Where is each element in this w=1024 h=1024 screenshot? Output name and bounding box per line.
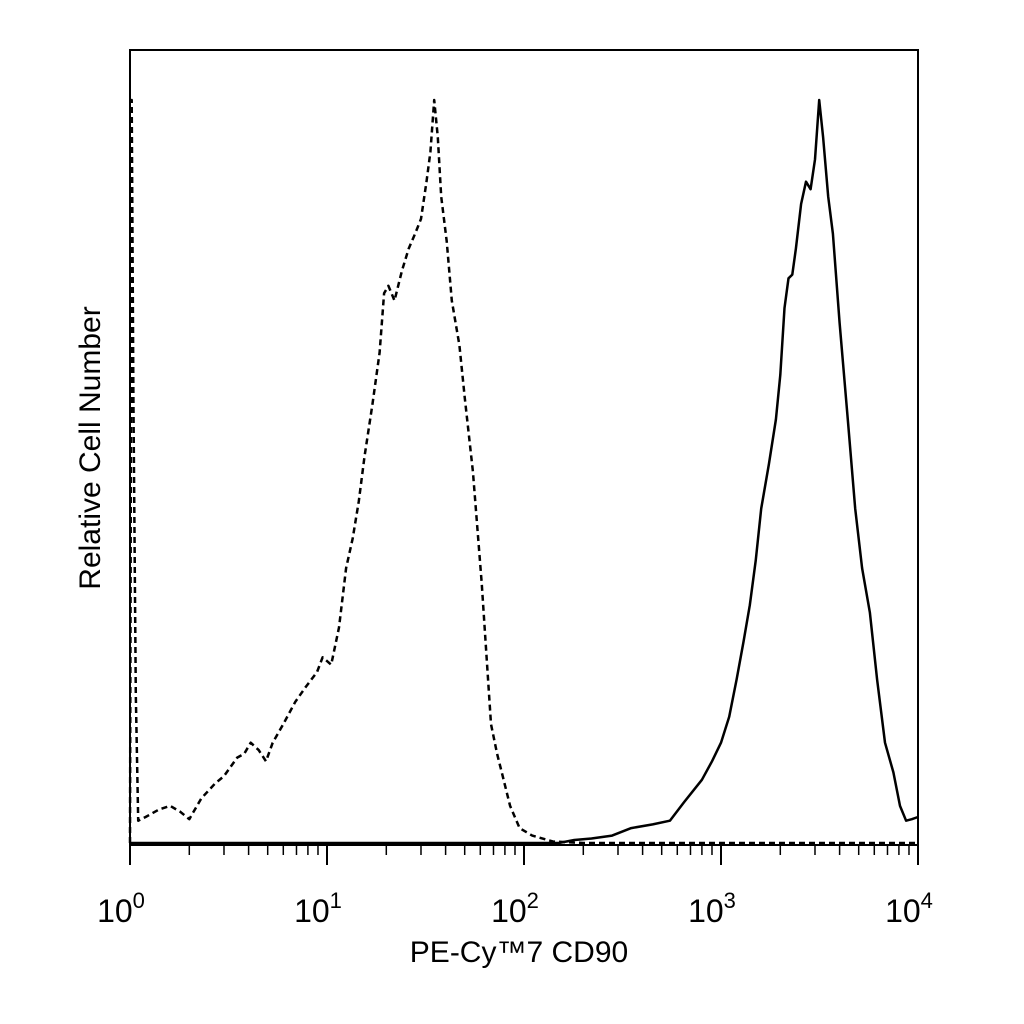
x-tick-label: 100: [97, 888, 145, 929]
x-tick-label: 104: [885, 888, 933, 929]
x-axis-tick-labels: 100 101 102 103 104: [97, 888, 933, 929]
x-tick-label: 102: [491, 888, 539, 929]
histogram-stained-line: [130, 98, 919, 845]
plot-frame: [129, 49, 919, 846]
x-axis-ticks: [129, 845, 919, 865]
x-tick-label: 103: [688, 888, 736, 929]
plot-area: [128, 98, 919, 845]
histogram-control-line: [128, 98, 918, 845]
y-axis-label: Relative Cell Number: [74, 306, 107, 589]
x-axis-label: PE-Cy™7 CD90: [410, 936, 628, 969]
x-tick-label: 101: [294, 888, 342, 929]
